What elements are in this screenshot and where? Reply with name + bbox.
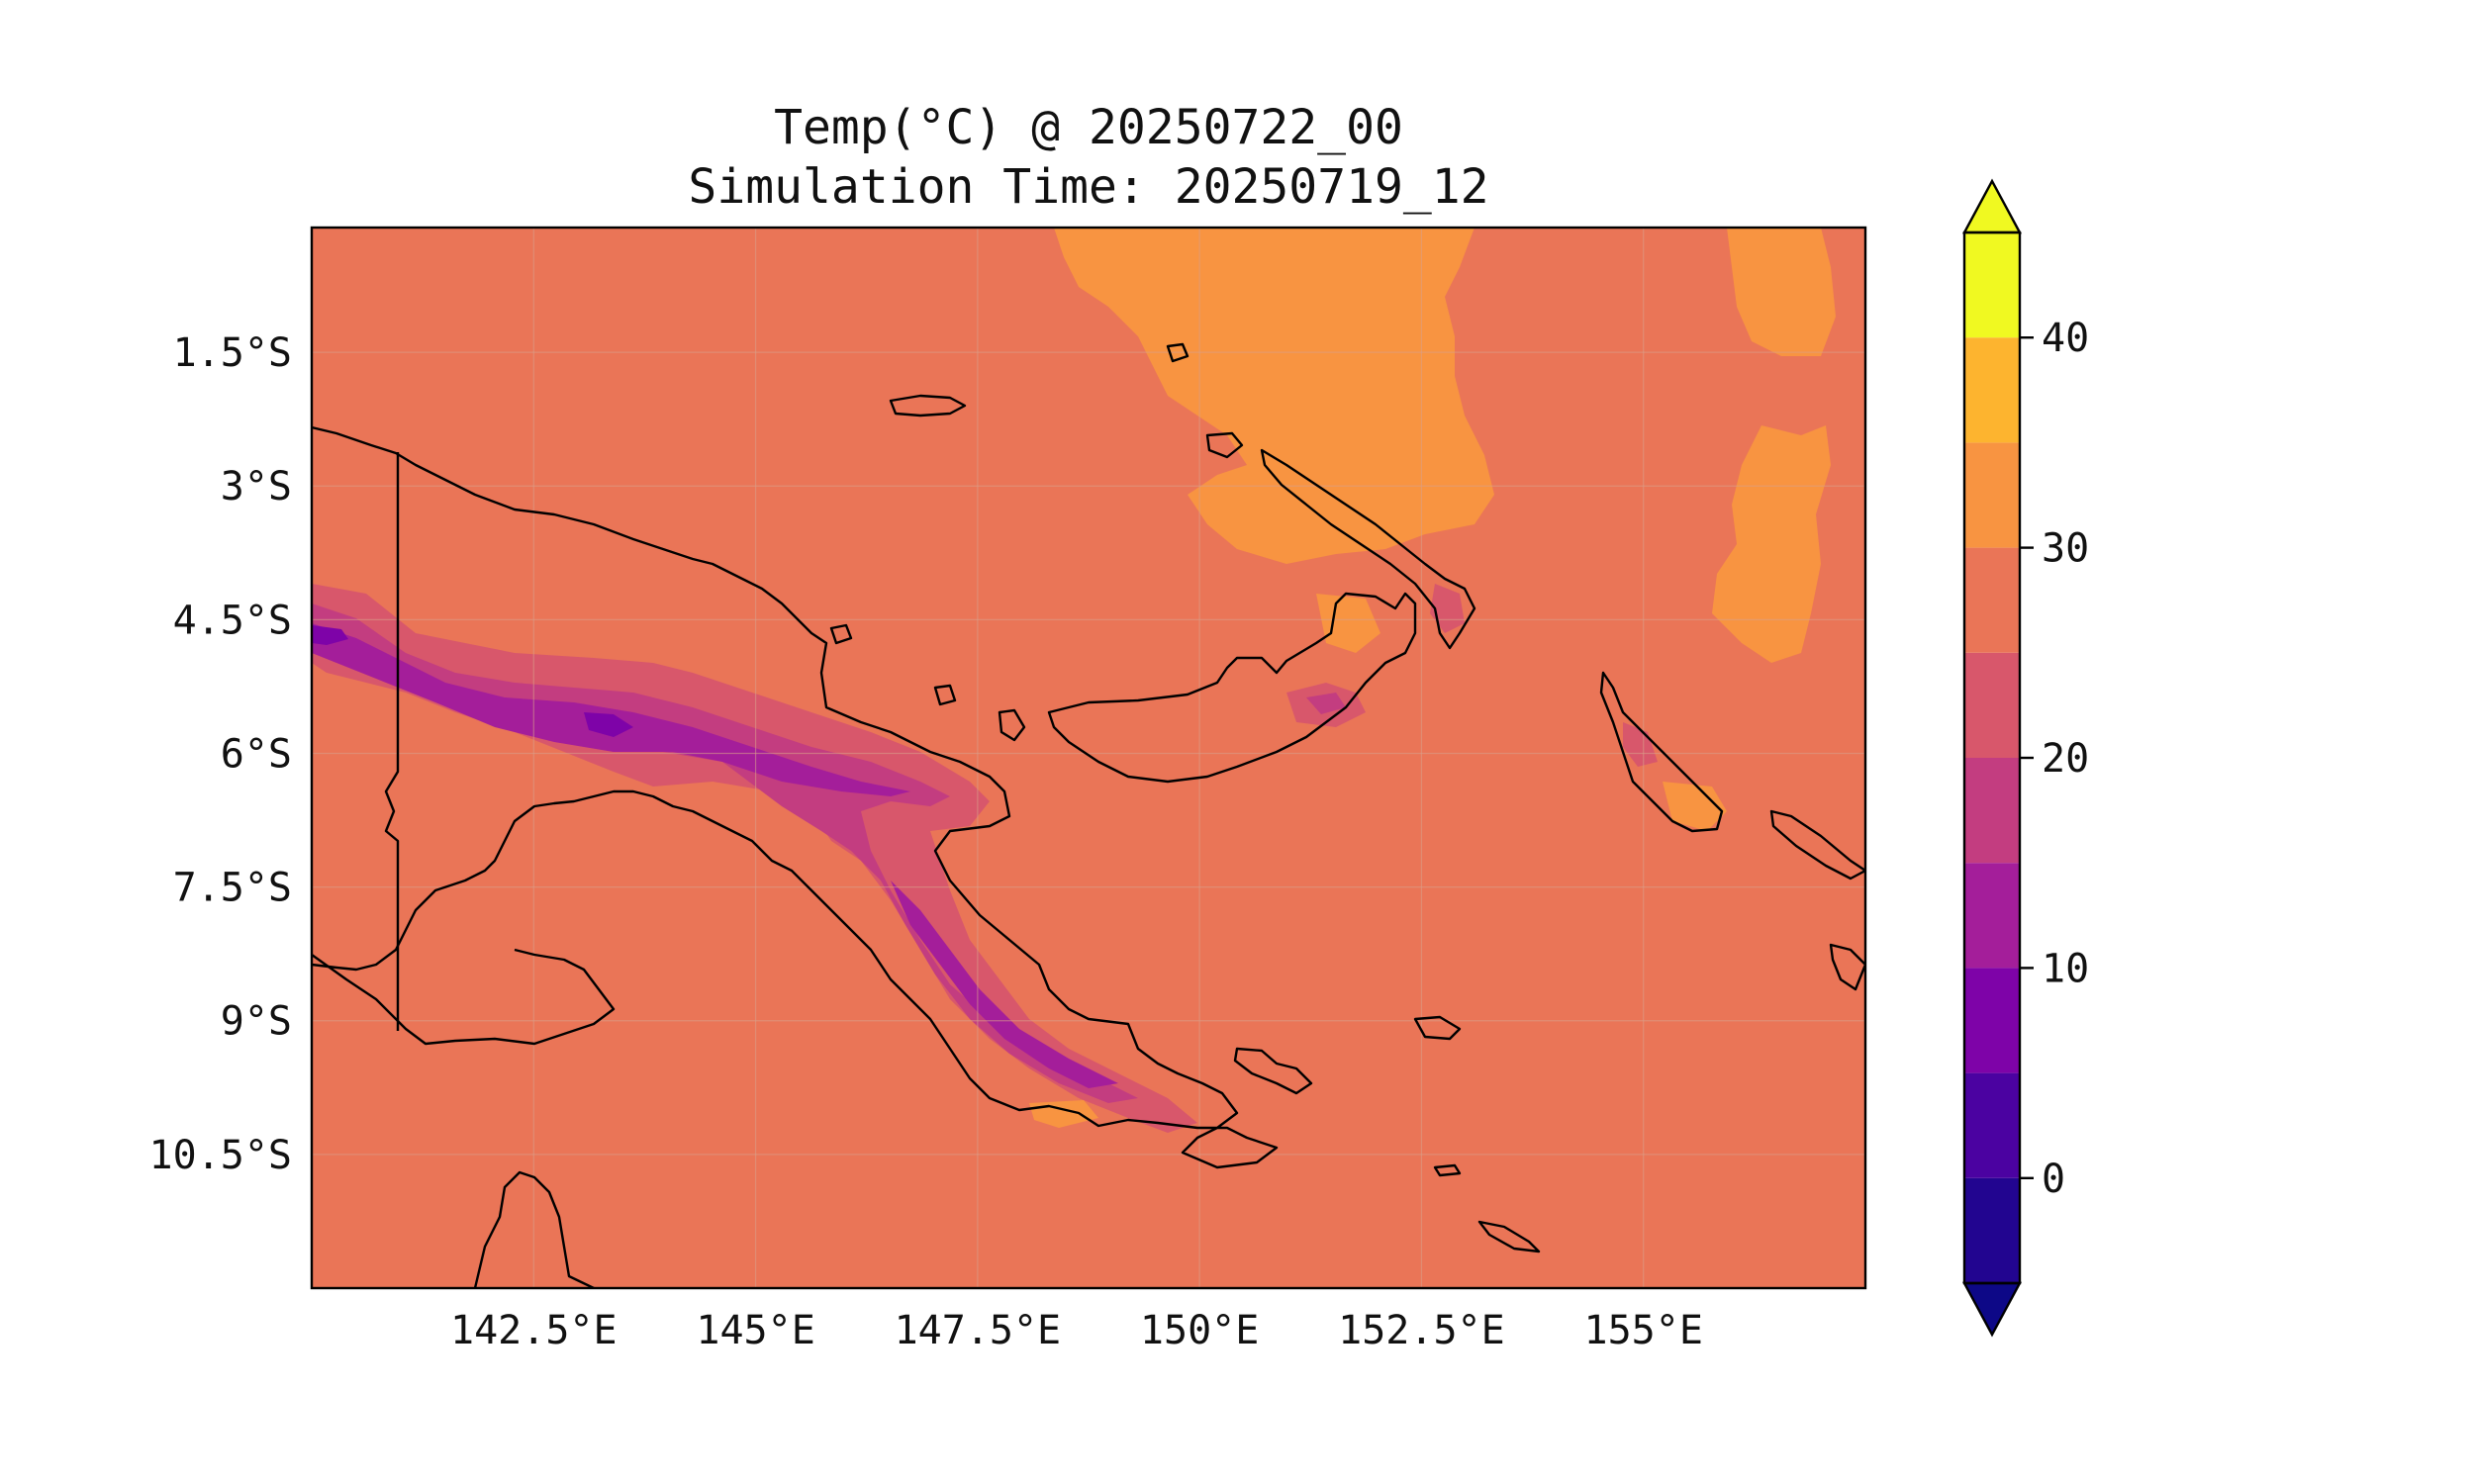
- cool-region-new-ireland: [1430, 584, 1465, 633]
- y-axis: 1.5°S 3°S 4.5°S 6°S 7.5°S 9°S 10.5°S: [149, 330, 293, 1178]
- colorbar-segment: [1964, 652, 2020, 758]
- y-tick-label: 6°S: [221, 731, 292, 777]
- y-tick-label: 1.5°S: [173, 330, 292, 376]
- colorbar-tick-label: 10: [2042, 946, 2089, 991]
- bougainville-coastline: [1599, 671, 1724, 833]
- x-tick-label: 152.5°E: [1338, 1308, 1505, 1353]
- colorbar-segment: [1964, 547, 2020, 653]
- colorbar-segment: [1964, 968, 2020, 1073]
- new-guinea-coastline: [312, 425, 1279, 1169]
- dentrecasteaux-coastline: [1233, 1047, 1313, 1095]
- map-gridlines: [312, 228, 1865, 1288]
- colorbar-tick-label: 40: [2042, 316, 2089, 361]
- x-tick-label: 147.5°E: [895, 1308, 1062, 1353]
- warm-region-new-britain: [1316, 594, 1380, 653]
- colorbar-extend-high: [1961, 178, 2023, 234]
- colorbar: 0 10 20 30 40: [1961, 178, 2089, 1338]
- colorbar-tick-label: 0: [2042, 1157, 2065, 1202]
- warm-region-north: [1054, 228, 1494, 564]
- warm-region-east: [1712, 425, 1831, 663]
- colorbar-segment: [1964, 863, 2020, 969]
- map-frame: [310, 226, 1867, 1290]
- new-britain-coastline: [1047, 592, 1417, 784]
- warm-region-bougainville: [1663, 782, 1727, 831]
- figure-title-line2: Simulation Time: 20250719_12: [688, 159, 1488, 215]
- x-tick-label: 145°E: [696, 1308, 814, 1353]
- small-island-4: [998, 708, 1026, 742]
- coldest-region-west: [312, 625, 348, 645]
- new-ireland-coastline: [1260, 448, 1476, 650]
- png-border: [384, 452, 400, 1031]
- santa-isabel-coastline: [1829, 943, 1865, 991]
- x-tick-label: 142.5°E: [450, 1308, 618, 1353]
- y-tick-label: 10.5°S: [149, 1133, 293, 1178]
- temperature-field: [312, 228, 1865, 1288]
- louisiade-coastline: [1477, 1220, 1541, 1253]
- australia-coastline: [473, 1170, 595, 1288]
- colorbar-segment: [1964, 758, 2020, 864]
- woodlark-coastline: [1433, 1163, 1462, 1177]
- y-tick-label: 9°S: [221, 999, 292, 1045]
- coldest-region-central: [584, 712, 633, 737]
- x-tick-label: 155°E: [1584, 1308, 1703, 1353]
- colorbar-extend-low: [1961, 1281, 2023, 1338]
- warm-region-northeast: [1727, 228, 1836, 356]
- colorbar-tick-label: 30: [2042, 526, 2089, 572]
- trobriand-coastline: [1413, 1015, 1462, 1041]
- figure-title-line1: Temp(°C) @ 20250722_00: [774, 100, 1403, 155]
- manus-coastline: [889, 394, 967, 417]
- y-tick-label: 7.5°S: [173, 866, 292, 911]
- colorbar-tick-label: 20: [2042, 736, 2089, 782]
- colorbar-segment: [1964, 232, 2020, 338]
- colorbar-segment: [1964, 442, 2020, 548]
- colder-region-new-britain: [1306, 693, 1346, 714]
- small-island-5: [829, 623, 853, 645]
- colder-region-highlands: [312, 603, 1138, 1103]
- choiseul-coastline: [1769, 809, 1865, 881]
- y-tick-label: 3°S: [221, 464, 292, 510]
- x-tick-label: 150°E: [1140, 1308, 1259, 1353]
- cool-region-bougainville: [1623, 722, 1658, 767]
- colorbar-segment: [1964, 337, 2020, 443]
- small-island-3: [933, 684, 957, 706]
- x-axis: 142.5°E 145°E 147.5°E 150°E 152.5°E 155°E: [450, 1308, 1703, 1353]
- y-tick-label: 4.5°S: [173, 598, 292, 643]
- small-island-1: [1166, 342, 1189, 363]
- colorbar-segment: [1964, 1177, 2020, 1283]
- gulf-papua-coast: [312, 948, 616, 1046]
- small-island-2: [1205, 431, 1244, 459]
- colorbar-segment: [1964, 1072, 2020, 1178]
- map-panel: [310, 226, 1867, 1290]
- coastlines: [312, 342, 1865, 1288]
